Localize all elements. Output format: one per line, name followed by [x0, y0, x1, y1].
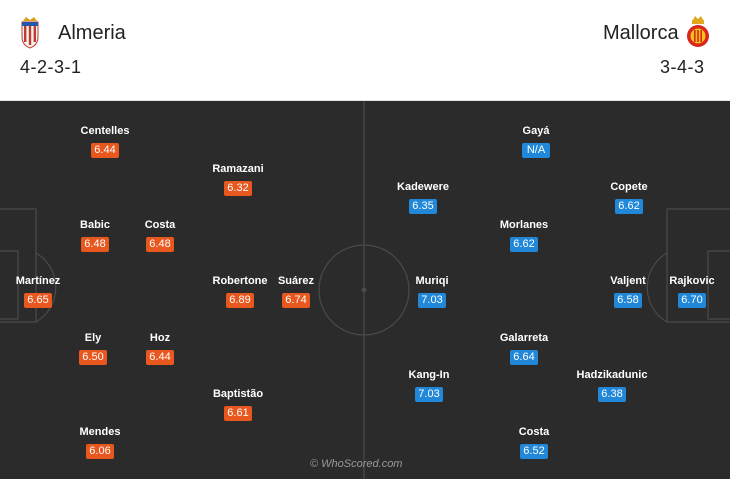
player-rating-badge: 6.44: [146, 350, 174, 365]
player-rating-badge: 6.06: [86, 444, 114, 459]
player-home[interactable]: Robertone 6.89: [213, 275, 268, 308]
player-name[interactable]: Hoz: [149, 332, 171, 344]
player-away[interactable]: Kadewere 6.35: [397, 181, 449, 214]
player-rating-badge: 7.03: [415, 387, 443, 402]
player-name[interactable]: Baptistão: [212, 388, 264, 400]
pitch: Centelles 6.44 Ramazani 6.32 Babic 6.48 Costa 6…: [0, 101, 730, 479]
player-home[interactable]: Martínez 6.65: [16, 275, 60, 308]
home-formation: 4-2-3-1: [20, 57, 82, 77]
pitch-markings: [0, 101, 730, 479]
player-name[interactable]: Rajkovic: [669, 275, 715, 287]
player-name[interactable]: Costa: [518, 426, 550, 438]
player-name[interactable]: Morlanes: [499, 219, 549, 231]
player-rating-badge: 6.50: [79, 350, 107, 365]
player-home[interactable]: Centelles 6.44: [81, 125, 129, 158]
player-home[interactable]: Costa 6.48: [145, 219, 175, 252]
player-name[interactable]: Costa: [144, 219, 176, 231]
player-rating-badge: 6.64: [510, 350, 538, 365]
watermark: © WhoScored.com: [310, 458, 403, 470]
player-name[interactable]: Ely: [84, 332, 102, 344]
player-home[interactable]: Mendes 6.06: [80, 426, 120, 459]
player-rating-badge: 6.62: [510, 237, 538, 252]
player-away[interactable]: Costa 6.52: [519, 426, 549, 459]
player-away[interactable]: Rajkovic 6.70: [669, 275, 715, 308]
player-name[interactable]: Mendes: [79, 426, 121, 438]
player-rating-badge: 6.35: [409, 199, 437, 214]
player-name[interactable]: Babic: [80, 219, 110, 231]
player-name[interactable]: Martínez: [15, 275, 61, 287]
player-name[interactable]: Kang-In: [408, 369, 450, 381]
away-formation: 3-4-3: [660, 57, 705, 77]
player-name[interactable]: Robertone: [212, 275, 268, 287]
player-rating-badge: 6.65: [24, 293, 52, 308]
away-team-name[interactable]: Mallorca: [603, 22, 679, 44]
almeria-crest-icon: [21, 17, 39, 49]
player-home[interactable]: Ramazani 6.32: [212, 163, 264, 196]
player-away[interactable]: Galarreta 6.64: [500, 332, 548, 365]
player-rating-badge: 6.38: [598, 387, 626, 402]
player-home[interactable]: Ely 6.50: [79, 332, 107, 365]
player-rating-badge: 6.70: [678, 293, 706, 308]
player-home[interactable]: Babic 6.48: [80, 219, 110, 252]
player-away[interactable]: Kang-In 7.03: [409, 369, 449, 402]
player-rating-badge: N/A: [522, 143, 550, 158]
player-rating-badge: 6.89: [226, 293, 254, 308]
player-away[interactable]: Gayá N/A: [522, 125, 550, 158]
player-name[interactable]: Galarreta: [499, 332, 549, 344]
player-name[interactable]: Copete: [610, 181, 648, 193]
player-rating-badge: 6.44: [91, 143, 119, 158]
player-away[interactable]: Muriqi 7.03: [416, 275, 449, 308]
player-name[interactable]: Gayá: [522, 125, 550, 137]
match-header: Almeria 4-2-3-1 Mallorca 3-4-3: [0, 0, 730, 101]
player-name[interactable]: Valjent: [610, 275, 646, 287]
player-name[interactable]: Kadewere: [397, 181, 449, 193]
player-name[interactable]: Ramazani: [212, 163, 264, 175]
player-rating-badge: 6.32: [224, 181, 252, 196]
home-team-name[interactable]: Almeria: [58, 22, 126, 44]
player-home[interactable]: Hoz 6.44: [146, 332, 174, 365]
player-rating-badge: 6.58: [614, 293, 642, 308]
player-home[interactable]: Baptistão 6.61: [213, 388, 263, 421]
player-name[interactable]: Centelles: [80, 125, 130, 137]
player-away[interactable]: Morlanes 6.62: [500, 219, 548, 252]
player-name[interactable]: Suárez: [277, 275, 315, 287]
player-home[interactable]: Suárez 6.74: [278, 275, 314, 308]
player-name[interactable]: Hadzikadunic: [576, 369, 648, 381]
player-rating-badge: 6.74: [282, 293, 310, 308]
player-away[interactable]: Valjent 6.58: [610, 275, 646, 308]
player-rating-badge: 6.48: [146, 237, 174, 252]
player-name[interactable]: Muriqi: [415, 275, 449, 287]
player-rating-badge: 6.62: [615, 199, 643, 214]
player-rating-badge: 6.61: [224, 406, 252, 421]
player-rating-badge: 7.03: [418, 293, 446, 308]
player-rating-badge: 6.52: [520, 444, 548, 459]
player-rating-badge: 6.48: [81, 237, 109, 252]
player-away[interactable]: Hadzikadunic 6.38: [577, 369, 647, 402]
mallorca-crest-icon: [687, 16, 709, 47]
player-away[interactable]: Copete 6.62: [610, 181, 648, 214]
